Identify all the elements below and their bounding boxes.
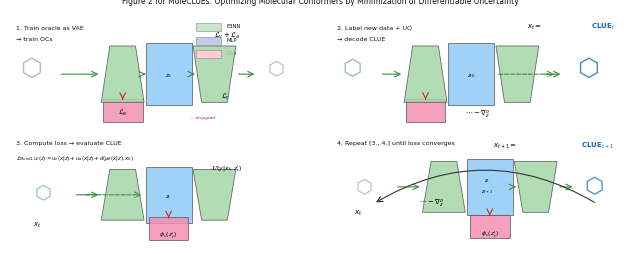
Text: ⬡: ⬡	[356, 177, 373, 196]
Text: → train OCs: → train OCs	[15, 37, 52, 42]
Text: $z_t$: $z_t$	[165, 72, 172, 80]
Polygon shape	[193, 46, 236, 102]
Text: $\mathcal{L}_r$: $\mathcal{L}_r$	[221, 92, 230, 102]
FancyBboxPatch shape	[146, 167, 191, 223]
Polygon shape	[515, 162, 557, 212]
Text: $z_{t0}$: $z_{t0}$	[467, 72, 476, 80]
Polygon shape	[101, 169, 144, 220]
Text: $\mathcal{L}_e$: $\mathcal{L}_e$	[118, 108, 127, 118]
Text: $x_t = $: $x_t = $	[527, 23, 542, 32]
Text: $z_t$: $z_t$	[484, 177, 490, 185]
Text: $\cdots -\nabla^o_z$: $\cdots -\nabla^o_z$	[419, 198, 445, 210]
Text: ⬡: ⬡	[267, 59, 284, 78]
Text: ⬡: ⬡	[342, 58, 362, 78]
Polygon shape	[101, 46, 144, 102]
Text: ⬡: ⬡	[577, 57, 598, 81]
Text: 4. Repeat [3., 4.] until loss converges: 4. Repeat [3., 4.] until loss converges	[337, 141, 454, 146]
FancyBboxPatch shape	[449, 43, 494, 105]
Text: $\mathcal{L}_{MoleCLUE}(z) = u_e(x|z) + u_a(x|z) + d(\mu_\theta(x|z), x_0)$: $\mathcal{L}_{MoleCLUE}(z) = u_e(x|z) + …	[15, 154, 134, 163]
Text: $\phi_o(z_t')$: $\phi_o(z_t')$	[159, 231, 178, 241]
Text: $x_{t+1} = $: $x_{t+1} = $	[493, 141, 517, 151]
FancyBboxPatch shape	[406, 99, 445, 121]
Text: ⬡: ⬡	[35, 183, 52, 202]
Polygon shape	[193, 169, 236, 220]
FancyBboxPatch shape	[196, 37, 221, 45]
Text: $x_t$: $x_t$	[33, 220, 41, 230]
FancyBboxPatch shape	[196, 51, 221, 58]
Text: $x_t$: $x_t$	[354, 209, 362, 218]
FancyBboxPatch shape	[467, 159, 513, 215]
Text: $z_{t+1}$: $z_{t+1}$	[481, 188, 493, 197]
FancyBboxPatch shape	[470, 215, 509, 238]
Text: 3. Compute loss → evaluate CLUE: 3. Compute loss → evaluate CLUE	[15, 141, 121, 146]
Text: 2. Label new data + UQ: 2. Label new data + UQ	[337, 26, 412, 31]
Text: OCs: OCs	[227, 51, 237, 56]
Text: ⬡: ⬡	[584, 177, 604, 197]
Text: $\mathcal{L}_y + \mathcal{L}_a$: $\mathcal{L}_y + \mathcal{L}_a$	[214, 31, 240, 42]
Text: $\mathcal{U}(y|x_t, z_t')$: $\mathcal{U}(y|x_t, z_t')$	[211, 164, 242, 173]
Text: $z_t$: $z_t$	[165, 193, 172, 201]
Polygon shape	[404, 46, 447, 102]
Text: → decode CLUE: → decode CLUE	[337, 37, 385, 42]
Text: 1. Train oracle as VAE: 1. Train oracle as VAE	[15, 26, 83, 31]
Polygon shape	[422, 162, 465, 212]
Text: $\mathbf{CLUE}_t$: $\mathbf{CLUE}_t$	[591, 22, 615, 32]
FancyBboxPatch shape	[103, 99, 143, 121]
Polygon shape	[496, 46, 539, 102]
Text: $\mathbf{CLUE}_{t+1}$: $\mathbf{CLUE}_{t+1}$	[580, 140, 613, 151]
Text: Figure 2 for MoleCLUEs: Optimizing Molecular Conformers by Minimization of Diffe: Figure 2 for MoleCLUEs: Optimizing Molec…	[122, 0, 518, 6]
FancyBboxPatch shape	[148, 217, 188, 240]
Text: ... atopgrad: ... atopgrad	[190, 116, 215, 120]
Text: $\phi_o(z_t')$: $\phi_o(z_t')$	[481, 230, 499, 240]
FancyBboxPatch shape	[196, 23, 221, 31]
Text: ⬡: ⬡	[20, 57, 42, 81]
FancyBboxPatch shape	[146, 43, 191, 105]
Text: $\cdots -\nabla^o_z$: $\cdots -\nabla^o_z$	[465, 109, 490, 121]
Text: E3NN: E3NN	[227, 24, 241, 29]
Text: MLP: MLP	[227, 38, 237, 43]
